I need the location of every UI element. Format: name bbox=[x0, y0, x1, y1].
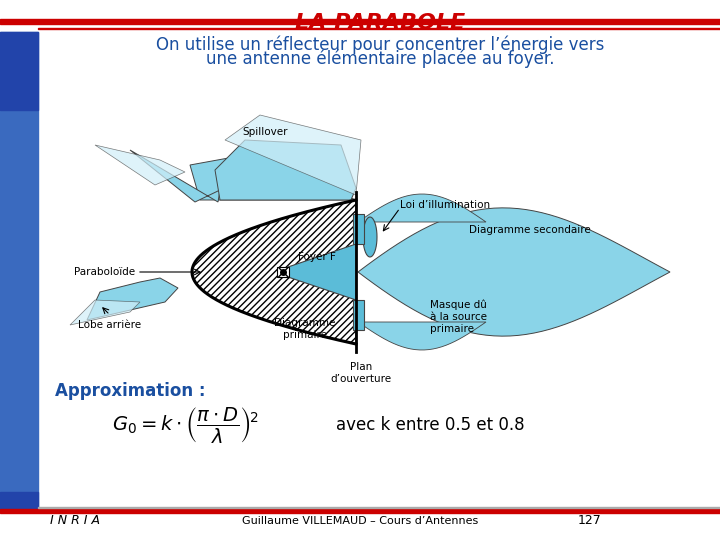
Bar bbox=[0, 32, 38, 510]
Text: Foyer F: Foyer F bbox=[298, 252, 336, 262]
Polygon shape bbox=[95, 145, 185, 185]
Text: Diagramme
primaire: Diagramme primaire bbox=[274, 318, 336, 340]
Polygon shape bbox=[353, 214, 364, 244]
Text: Masque dû
à la source
primaire: Masque dû à la source primaire bbox=[430, 300, 487, 334]
Polygon shape bbox=[353, 300, 364, 330]
Text: 127: 127 bbox=[578, 515, 602, 528]
Text: Diagramme secondaire: Diagramme secondaire bbox=[469, 225, 591, 235]
Text: Plan
d’ouverture: Plan d’ouverture bbox=[330, 362, 392, 383]
Polygon shape bbox=[70, 300, 140, 325]
Bar bbox=[38, 28, 720, 29]
Polygon shape bbox=[358, 322, 486, 350]
Bar bbox=[38, 507, 720, 508]
Bar bbox=[0, 509, 720, 513]
Text: avec k entre 0.5 et 0.8: avec k entre 0.5 et 0.8 bbox=[336, 416, 524, 434]
Polygon shape bbox=[225, 115, 361, 195]
Bar bbox=[0, 492, 38, 510]
Polygon shape bbox=[130, 150, 220, 202]
Polygon shape bbox=[87, 278, 178, 320]
Text: Spillover: Spillover bbox=[242, 127, 288, 137]
Text: Approximation :: Approximation : bbox=[55, 382, 205, 400]
Polygon shape bbox=[363, 217, 377, 257]
Polygon shape bbox=[288, 244, 356, 300]
Polygon shape bbox=[358, 208, 670, 336]
Text: Guillaume VILLEMAUD – Cours d’Antennes: Guillaume VILLEMAUD – Cours d’Antennes bbox=[242, 516, 478, 526]
Polygon shape bbox=[192, 200, 356, 344]
Polygon shape bbox=[190, 155, 356, 200]
Text: une antenne élémentaire placée au foyer.: une antenne élémentaire placée au foyer. bbox=[206, 50, 554, 69]
Text: Lobe arrière: Lobe arrière bbox=[78, 320, 142, 330]
Text: I N R I A: I N R I A bbox=[50, 515, 100, 528]
Bar bbox=[0, 19, 720, 24]
Text: $G_0 = k \cdot \left(\dfrac{\pi \cdot D}{\lambda}\right)^{\!2}$: $G_0 = k \cdot \left(\dfrac{\pi \cdot D}… bbox=[112, 405, 258, 445]
Bar bbox=[0, 32, 38, 110]
Text: Loi d’illumination: Loi d’illumination bbox=[400, 200, 490, 210]
Text: LA PARABOLE: LA PARABOLE bbox=[295, 13, 465, 33]
Text: On utilise un réflecteur pour concentrer l’énergie vers: On utilise un réflecteur pour concentrer… bbox=[156, 35, 604, 53]
Polygon shape bbox=[358, 194, 486, 222]
Bar bbox=[277, 267, 289, 277]
Polygon shape bbox=[215, 140, 356, 200]
Text: Paraboloïde: Paraboloïde bbox=[74, 267, 135, 277]
